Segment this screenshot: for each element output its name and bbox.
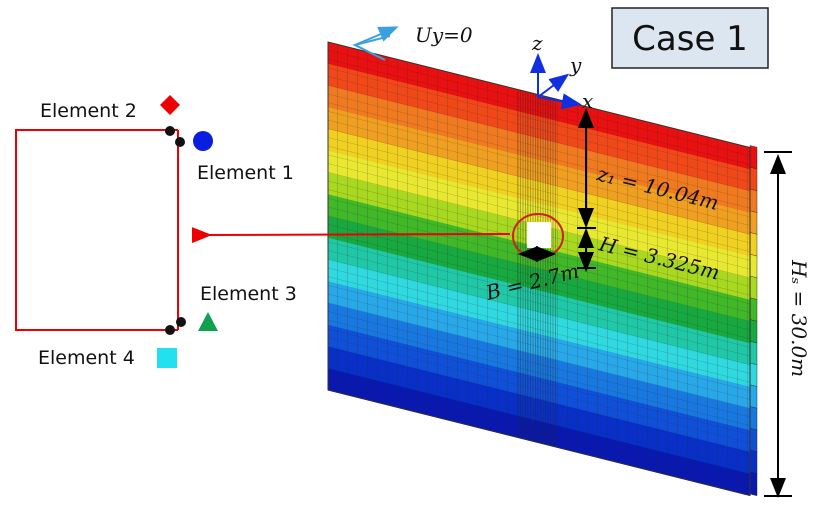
- element-label: Element 3: [200, 283, 297, 305]
- boundary-label: Uy=0: [415, 23, 473, 47]
- side-face: [749, 428, 758, 453]
- side-face: [749, 384, 758, 409]
- element-4-marker: [157, 348, 177, 368]
- case-label: Case 1: [632, 19, 748, 59]
- side-face: [749, 210, 758, 235]
- node: [176, 317, 186, 327]
- side-face: [749, 167, 758, 192]
- element-label: Element 4: [38, 347, 135, 369]
- element-label: Element 1: [197, 162, 294, 184]
- side-face: [749, 449, 758, 475]
- opening-outline: [15, 129, 179, 331]
- dimension-label: Hₛ = 30.0m: [787, 259, 811, 377]
- side-face: [749, 254, 758, 279]
- case-box: [611, 7, 769, 69]
- axis-y: [537, 73, 570, 98]
- opening: [527, 222, 551, 248]
- element-2-marker: [160, 95, 180, 115]
- side-face: [749, 145, 758, 170]
- element-1-marker: [193, 131, 213, 151]
- node: [165, 126, 175, 136]
- side-face: [749, 297, 758, 322]
- side-face: [749, 232, 758, 257]
- side-face: [749, 188, 758, 214]
- axis-x: [537, 93, 582, 110]
- element-3-marker: [198, 312, 218, 331]
- side-face: [749, 406, 758, 431]
- pointer-arrow: [191, 227, 511, 244]
- side-face: [749, 341, 758, 366]
- side-face: [749, 275, 758, 301]
- node: [165, 325, 175, 335]
- side-face: [749, 319, 758, 344]
- side-face: [749, 362, 758, 388]
- node: [175, 137, 185, 147]
- axis-label: y: [569, 53, 582, 77]
- mesh-grid: [328, 42, 750, 496]
- axis-label: x: [582, 89, 593, 113]
- side-face: [749, 471, 758, 496]
- element-label: Element 2: [40, 100, 137, 122]
- axis-label: z: [531, 31, 543, 55]
- boundary-arrow: [354, 26, 399, 46]
